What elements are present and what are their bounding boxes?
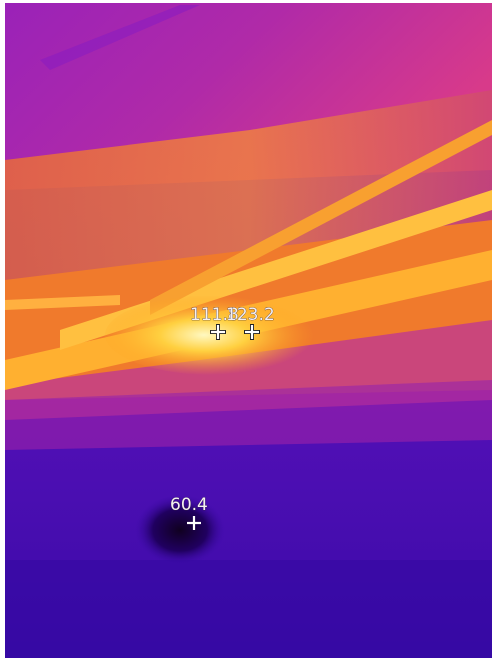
spot-label: 123.2	[226, 305, 275, 325]
spot-label: 60.4	[170, 495, 208, 515]
page: 111.8 123.2 60.4 (() => { const data = J…	[0, 0, 496, 662]
thermal-image: 111.8 123.2 60.4	[0, 0, 496, 662]
